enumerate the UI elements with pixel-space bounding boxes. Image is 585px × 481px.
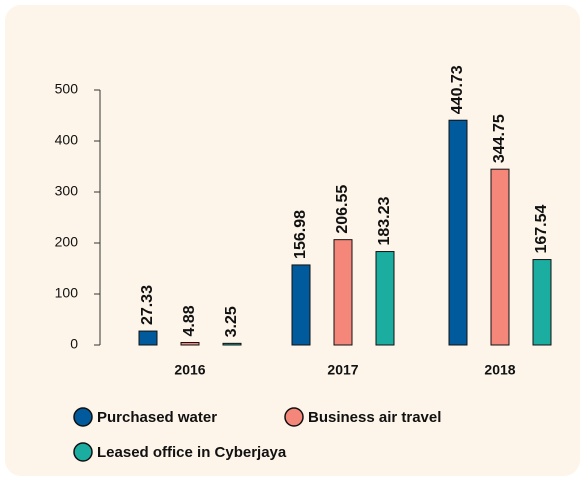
bar <box>222 342 242 346</box>
value-label: 344.75 <box>491 114 508 163</box>
y-tick-label: 200 <box>55 234 79 250</box>
value-label: 27.33 <box>139 285 156 325</box>
legend-label: Business air travel <box>308 409 441 426</box>
bar <box>333 239 353 346</box>
value-label: 183.23 <box>376 197 393 246</box>
value-label: 440.73 <box>449 65 466 114</box>
panel <box>5 5 580 476</box>
bar <box>291 264 311 346</box>
legend-swatch <box>73 442 93 462</box>
y-tick-label: 0 <box>70 336 78 352</box>
y-tick-label: 300 <box>55 183 79 199</box>
value-label: 206.55 <box>334 185 351 234</box>
y-tick-label: 100 <box>55 285 79 301</box>
x-tick-label: 2018 <box>484 362 515 378</box>
legend-swatch <box>284 407 304 427</box>
value-label: 156.98 <box>292 210 309 259</box>
bar <box>375 251 395 346</box>
bar <box>490 168 510 346</box>
legend-swatch <box>73 407 93 427</box>
value-label: 167.54 <box>533 205 550 254</box>
bar <box>180 342 200 346</box>
bar <box>138 330 158 346</box>
x-tick-label: 2017 <box>327 362 358 378</box>
legend-label: Purchased water <box>97 409 217 426</box>
bar <box>448 119 468 346</box>
legend-label: Leased office in Cyberjaya <box>97 444 287 461</box>
y-tick-label: 400 <box>55 132 79 148</box>
y-tick-label: 500 <box>55 81 79 97</box>
x-tick-label: 2016 <box>174 362 205 378</box>
bar <box>532 259 552 346</box>
value-label: 4.88 <box>181 305 198 336</box>
value-label: 3.25 <box>223 306 240 337</box>
